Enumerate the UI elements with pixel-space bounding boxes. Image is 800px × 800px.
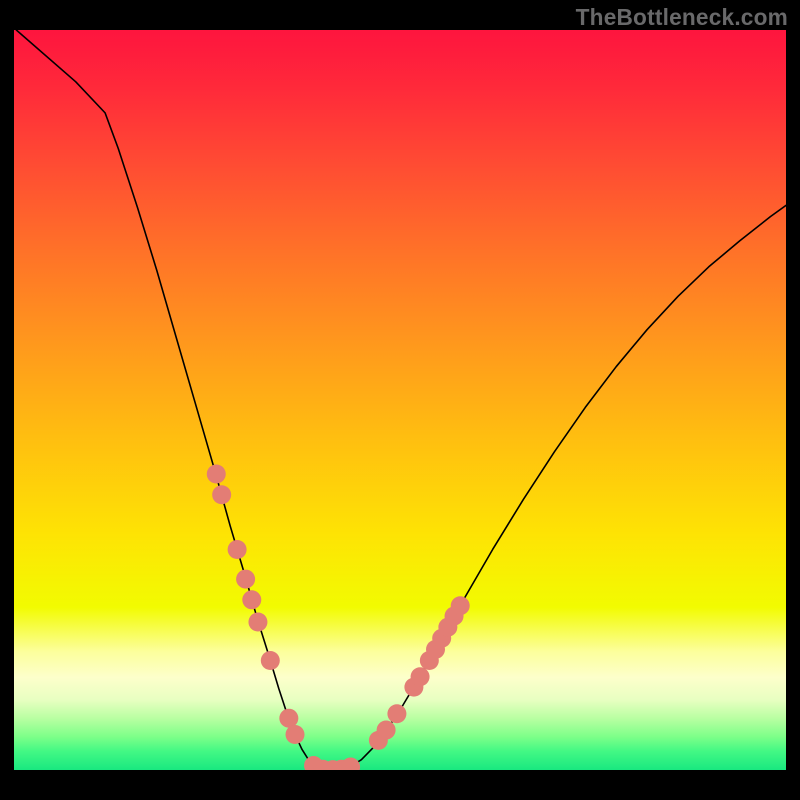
data-marker	[207, 465, 226, 484]
data-marker	[411, 667, 430, 686]
data-marker	[387, 704, 406, 723]
data-marker	[212, 485, 231, 504]
gradient-background	[14, 30, 786, 770]
data-marker	[261, 651, 280, 670]
watermark-text: TheBottleneck.com	[576, 4, 788, 31]
data-marker	[248, 613, 267, 632]
data-marker	[279, 709, 298, 728]
frame-right	[786, 0, 800, 800]
data-marker	[228, 540, 247, 559]
plot-area	[14, 30, 786, 770]
data-marker	[286, 725, 305, 744]
frame-left	[0, 0, 14, 800]
chart-svg	[14, 30, 786, 770]
data-marker	[242, 590, 261, 609]
data-marker	[236, 570, 255, 589]
data-marker	[377, 721, 396, 740]
frame-bottom	[0, 770, 800, 800]
data-marker	[451, 596, 470, 615]
